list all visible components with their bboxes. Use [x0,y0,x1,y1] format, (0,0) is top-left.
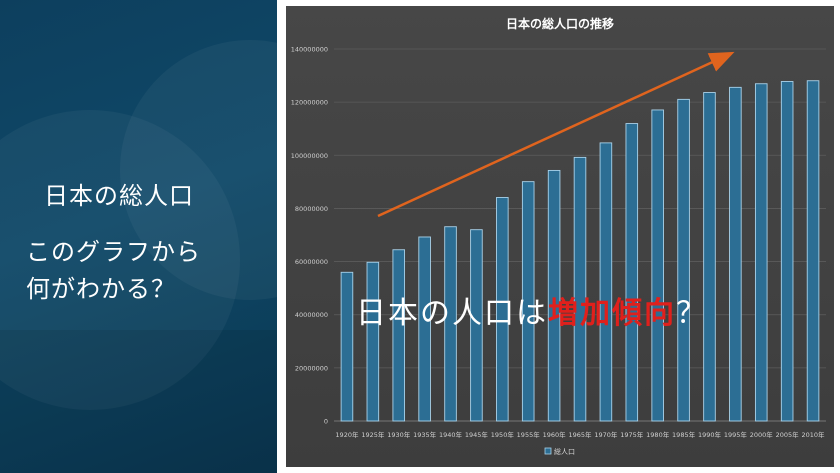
left-question-line-2: 何がわかる？ [26,275,176,303]
bar-1955年 [521,181,535,422]
bar-1925年 [366,261,380,422]
overlay-prefix: 日本の人口は [356,296,548,331]
x-tick-label: 1975年 [620,430,644,439]
chart-panel: 日本の総人口の推移 0 20000000 40000000 60000000 80000… [286,6,834,467]
y-tick-label: 80000000 [295,205,328,213]
x-tick-label: 1960年 [543,430,567,439]
x-tick-label: 1995年 [724,430,748,439]
bar-1965年 [573,156,587,422]
bar-1920年 [340,271,354,422]
x-tick-label: 1965年 [568,430,592,439]
x-tick-label: 2000年 [750,430,774,439]
chart-title: 日本の総人口の推移 [506,16,614,31]
x-tick-label: 2005年 [776,430,800,439]
legend-label: 総人口 [554,447,575,456]
y-tick-label: 20000000 [295,364,328,372]
x-tick-label: 1970年 [594,430,618,439]
bar-layer [340,80,820,422]
x-tick-label: 2010年 [802,430,826,439]
bar-1990年 [703,92,716,422]
bar-1940年 [444,226,457,422]
x-tick-label: 1930年 [387,430,411,439]
overlay-suffix: ？ [676,296,708,331]
x-tick-label: 1940年 [439,430,463,439]
x-tick-label: 1925年 [361,430,385,439]
bar-1935年 [418,236,431,422]
bar-1980年 [651,109,664,422]
trend-arrow [377,51,735,218]
x-tick-label: 1985年 [672,430,696,439]
bar-1950年 [496,197,509,422]
decorative-circle [0,110,240,410]
y-tick-label: 140000000 [291,46,328,54]
bar-2000年 [754,83,768,422]
population-chart: 日本の総人口の推移 0 20000000 40000000 60000000 80000… [291,16,826,456]
left-title: 日本の総人口 [44,182,194,210]
legend-swatch [544,447,552,455]
bar-2005年 [780,81,794,422]
y-tick-label: 120000000 [291,99,328,107]
bar-1970年 [599,142,613,422]
bar-1995年 [729,86,742,422]
y-tick-label: 100000000 [291,152,328,160]
y-tick-label: 40000000 [295,311,328,319]
bar-1975年 [625,123,639,422]
left-panel: 日本の総人口 このグラフから 何がわかる？ [0,0,277,473]
y-axis: 0 20000000 40000000 60000000 80000000 1000000… [291,46,328,426]
y-tick-label: 60000000 [295,258,328,266]
x-tick-label: 1935年 [413,430,437,439]
decorative-band [0,330,277,473]
x-tick-label: 1980年 [646,430,670,439]
x-tick-label: 1945年 [465,430,489,439]
legend: 総人口 [544,447,575,456]
bar-2010年 [806,80,820,422]
x-tick-label: 1950年 [491,430,515,439]
bar-1985年 [677,98,690,422]
overlay-question: 日本の人口は増加傾向？ [356,288,708,332]
bar-1945年 [470,229,483,422]
bar-1960年 [547,169,561,422]
bar-1930年 [392,249,406,422]
overlay-highlight: 増加傾向 [548,296,676,331]
x-tick-label: 1955年 [517,430,541,439]
x-tick-label: 1920年 [335,430,359,439]
left-question-line-1: このグラフから [26,238,201,266]
x-tick-label: 1990年 [698,430,722,439]
y-tick-label: 0 [324,418,328,426]
x-axis: 1920年 1925年 1930年 1935年 1940年 1945年 1950年 1955年… [335,430,825,439]
